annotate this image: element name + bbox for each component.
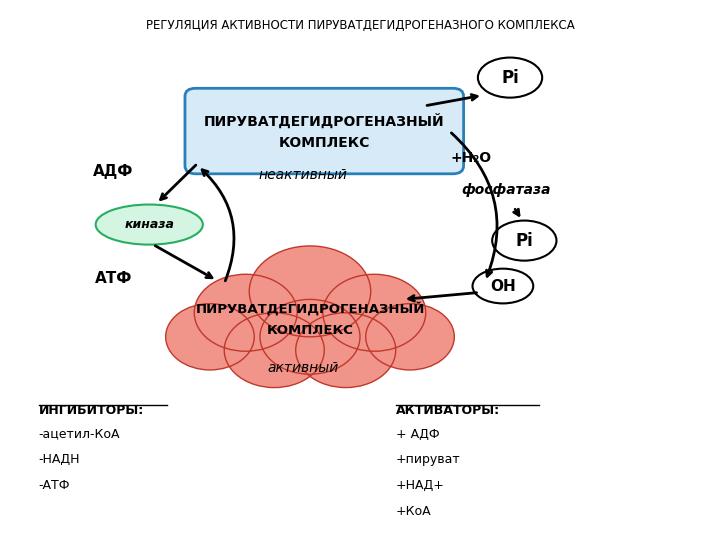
Text: АТФ: АТФ xyxy=(95,271,132,286)
Text: активный: активный xyxy=(267,361,338,375)
Circle shape xyxy=(296,313,396,388)
Ellipse shape xyxy=(96,205,203,245)
Text: неактивный: неактивный xyxy=(258,168,347,182)
Text: +H₂O: +H₂O xyxy=(450,151,491,165)
Circle shape xyxy=(260,299,360,374)
Text: -АТФ: -АТФ xyxy=(38,479,70,492)
Circle shape xyxy=(166,303,254,370)
Text: РЕГУЛЯЦИЯ АКТИВНОСТИ ПИРУВАТДЕГИДРОГЕНАЗНОГО КОМПЛЕКСА: РЕГУЛЯЦИЯ АКТИВНОСТИ ПИРУВАТДЕГИДРОГЕНАЗ… xyxy=(145,19,575,32)
Text: +пируват: +пируват xyxy=(396,453,461,467)
Text: -ацетил-КоА: -ацетил-КоА xyxy=(38,428,120,441)
Text: ОН: ОН xyxy=(490,279,516,294)
Text: Pi: Pi xyxy=(516,232,534,249)
Text: киназа: киназа xyxy=(125,218,174,231)
Ellipse shape xyxy=(472,269,534,303)
Text: АДФ: АДФ xyxy=(94,164,134,179)
Text: ИНГИБИТОРЫ:: ИНГИБИТОРЫ: xyxy=(38,403,144,417)
Text: +НАД+: +НАД+ xyxy=(396,479,444,492)
Text: КОМПЛЕКС: КОМПЛЕКС xyxy=(266,324,354,337)
Text: фосфатаза: фосфатаза xyxy=(462,183,552,197)
Circle shape xyxy=(224,313,324,388)
Circle shape xyxy=(249,246,371,337)
Circle shape xyxy=(366,303,454,370)
Text: -НАДН: -НАДН xyxy=(38,453,80,467)
Text: ПИРУВАТДЕГИДРОГЕНАЗНЫЙ: ПИРУВАТДЕГИДРОГЕНАЗНЫЙ xyxy=(204,114,444,129)
Text: ПИРУВАТДЕГИДРОГЕНАЗНЫЙ: ПИРУВАТДЕГИДРОГЕНАЗНЫЙ xyxy=(195,302,425,316)
Text: Pi: Pi xyxy=(501,69,519,86)
Circle shape xyxy=(194,274,297,351)
Circle shape xyxy=(323,274,426,351)
Text: КОМПЛЕКС: КОМПЛЕКС xyxy=(279,136,370,150)
Text: + АДФ: + АДФ xyxy=(396,428,439,441)
Text: +КоА: +КоА xyxy=(396,504,431,518)
Ellipse shape xyxy=(478,58,542,98)
Text: АКТИВАТОРЫ:: АКТИВАТОРЫ: xyxy=(396,403,500,417)
FancyBboxPatch shape xyxy=(185,88,464,174)
Ellipse shape xyxy=(492,220,557,261)
